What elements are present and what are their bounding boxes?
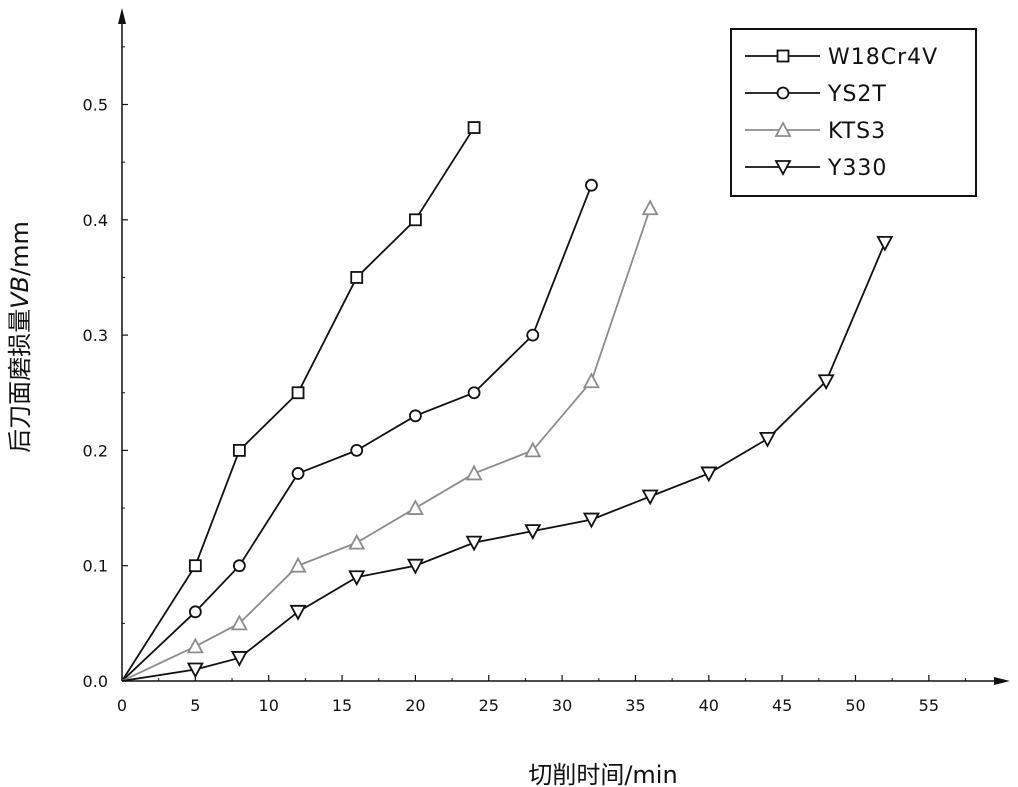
data-point-kts3 xyxy=(582,372,600,389)
data-point-w18cr4v xyxy=(350,271,364,284)
y-tick-label: 0.4 xyxy=(83,211,108,230)
data-point-ys2t xyxy=(232,559,246,573)
x-tick-label: 30 xyxy=(552,696,572,715)
x-tick-label: 10 xyxy=(259,696,279,715)
data-point-ys2t xyxy=(526,328,540,342)
legend-marker xyxy=(776,86,790,100)
data-point-kts3 xyxy=(186,637,204,654)
series-line-kts3 xyxy=(121,207,651,682)
x-tick-label: 0 xyxy=(117,696,127,715)
data-point-w18cr4v xyxy=(467,121,481,134)
data-point-y330 xyxy=(758,431,776,448)
data-point-kts3 xyxy=(406,499,424,515)
x-tick-label: 40 xyxy=(699,696,719,715)
data-point-y330 xyxy=(876,235,894,252)
legend-label: W18Cr4V xyxy=(828,45,938,70)
y-tick-label: 0.1 xyxy=(83,557,108,576)
data-point-ys2t xyxy=(291,467,305,480)
x-tick-label: 45 xyxy=(772,696,792,715)
data-point-ys2t xyxy=(408,409,422,423)
data-point-kts3 xyxy=(641,199,659,216)
y-axis-title-unit: /mm xyxy=(6,221,34,276)
data-point-y330 xyxy=(641,489,659,506)
data-point-y330 xyxy=(524,524,542,541)
x-tick-label: 25 xyxy=(479,696,499,715)
x-axis-arrow xyxy=(994,677,1010,685)
data-point-ys2t xyxy=(350,443,364,457)
data-point-ys2t xyxy=(188,605,202,619)
y-ticks: 0.0 0.1 0.2 0.3 0.4 0.5 xyxy=(83,46,128,691)
legend-label: Y330 xyxy=(827,156,887,181)
y-tick-label: 0.2 xyxy=(83,441,108,460)
legend-entry-ys2t: YS2T xyxy=(745,82,887,107)
data-point-kts3 xyxy=(465,464,483,481)
y-axis-title-symbol: VB xyxy=(6,276,34,309)
data-point-y330 xyxy=(817,374,835,391)
y-tick-label: 0.5 xyxy=(83,96,108,115)
data-point-w18cr4v xyxy=(291,386,305,400)
x-tick-label: 15 xyxy=(332,696,352,715)
legend-marker xyxy=(776,49,790,63)
data-point-kts3 xyxy=(524,441,542,458)
data-point-y330 xyxy=(406,558,424,575)
legend-entry-w18cr4v: W18Cr4V xyxy=(745,45,938,70)
data-point-ys2t xyxy=(585,178,598,192)
data-point-y330 xyxy=(230,651,248,667)
data-point-kts3 xyxy=(230,614,248,631)
data-point-kts3 xyxy=(289,556,307,573)
legend-entry-kts3: KTS3 xyxy=(745,119,886,144)
series-line-y330 xyxy=(121,242,886,682)
data-point-ys2t xyxy=(467,386,481,400)
x-tick-label: 55 xyxy=(919,696,939,715)
data-point-y330 xyxy=(582,512,600,529)
x-tick-label: 35 xyxy=(625,696,645,715)
legend-label: YS2T xyxy=(827,82,887,107)
data-point-y330 xyxy=(289,604,307,621)
legend-marker xyxy=(774,160,792,176)
y-axis-title-main: 后刀面磨损量 xyxy=(6,309,34,453)
data-point-kts3 xyxy=(348,533,366,550)
data-point-w18cr4v xyxy=(232,443,246,457)
x-tick-label: 20 xyxy=(405,696,425,715)
legend-label: KTS3 xyxy=(828,119,886,144)
series-line-w18cr4v xyxy=(121,127,475,682)
data-point-w18cr4v xyxy=(188,559,202,573)
y-tick-label: 0.3 xyxy=(83,326,108,345)
legend: W18Cr4V YS2T KTS3 Y330 xyxy=(730,28,977,197)
series-y330 xyxy=(121,235,894,682)
series-layer xyxy=(121,121,894,682)
y-axis-arrow xyxy=(118,8,126,24)
y-tick-label: 0.0 xyxy=(83,672,108,691)
data-point-y330 xyxy=(186,662,204,679)
x-tick-label: 5 xyxy=(190,696,200,715)
data-point-y330 xyxy=(348,570,366,587)
data-point-y330 xyxy=(465,535,483,552)
data-point-w18cr4v xyxy=(408,213,422,227)
x-axis-title: 切削时间/min xyxy=(528,761,677,787)
series-ys2t xyxy=(121,178,598,682)
x-tick-label: 50 xyxy=(845,696,865,715)
x-ticks: 0 5 10 15 20 25 30 35 40 45 50 55 xyxy=(117,675,967,715)
series-w18cr4v xyxy=(121,121,481,682)
series-kts3 xyxy=(121,199,659,682)
y-axis-title: 后刀面磨损量VB/mm xyxy=(6,221,34,453)
legend-marker xyxy=(774,121,792,137)
data-point-y330 xyxy=(700,466,718,483)
legend-entry-y330: Y330 xyxy=(745,156,887,181)
